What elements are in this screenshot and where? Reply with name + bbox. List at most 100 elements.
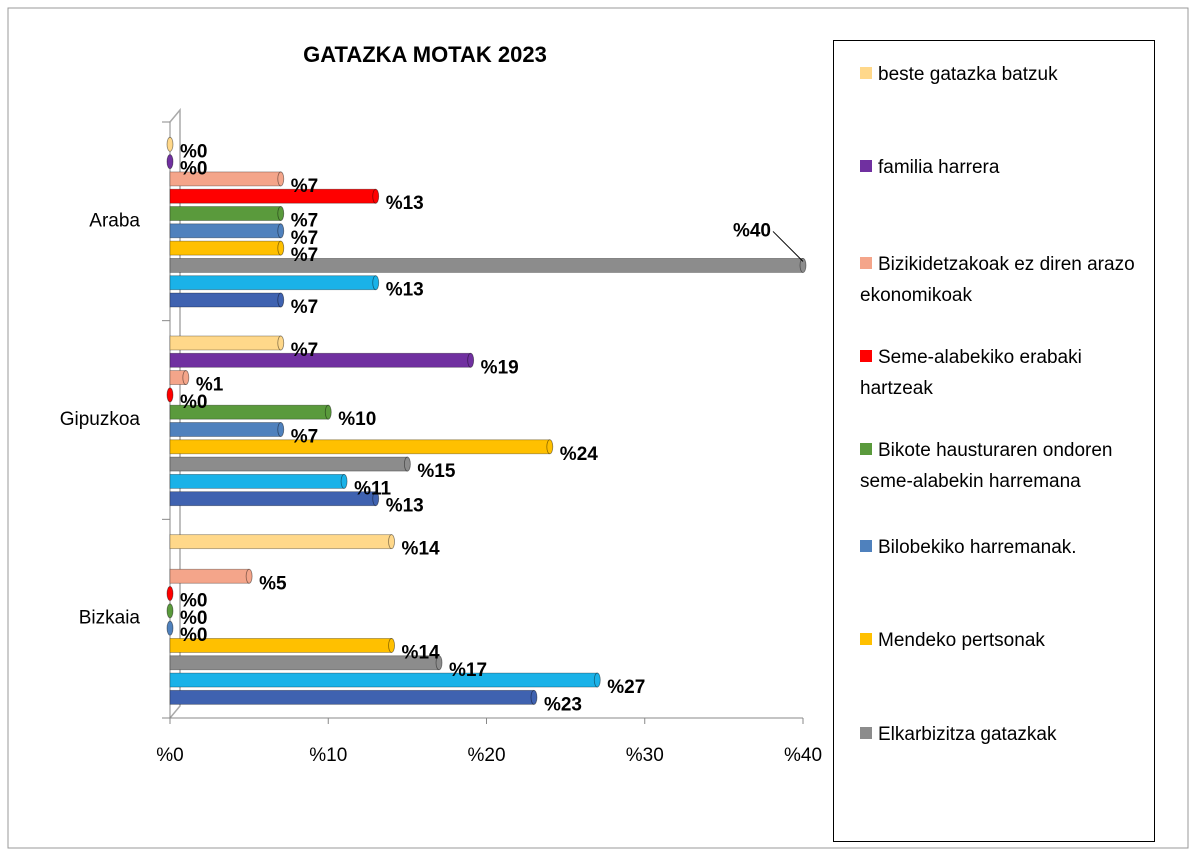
legend-swatch — [860, 67, 872, 79]
bar-cap — [530, 689, 538, 705]
data-label: %7 — [291, 426, 318, 447]
bar — [169, 223, 282, 239]
bar — [169, 491, 377, 507]
bar-cap — [166, 586, 174, 601]
legend-swatch — [860, 727, 872, 739]
legend-label: Bizikidetzakoak ez diren arazo ekonomiko… — [860, 254, 1135, 306]
bar — [169, 439, 551, 455]
y-tick-label: Araba — [89, 210, 140, 231]
bar — [169, 456, 408, 472]
bar-cap — [324, 404, 332, 420]
data-label: %0 — [180, 141, 207, 162]
bar-cap — [340, 473, 348, 489]
bar-cap — [277, 223, 285, 239]
legend-swatch — [860, 257, 872, 269]
bar-cap — [166, 387, 174, 403]
bar — [169, 352, 472, 368]
data-label: %15 — [417, 461, 455, 482]
bar-cap — [799, 258, 807, 273]
data-label: %0 — [180, 392, 207, 413]
bar — [169, 568, 250, 584]
legend-swatch — [860, 540, 872, 552]
x-tick-label: %40 — [784, 745, 822, 766]
legend-item: beste gatazka batzuk — [860, 59, 1145, 90]
chart-title: GATAZKA MOTAK 2023 — [303, 42, 547, 67]
legend-label: familia harrera — [878, 157, 1000, 178]
legend-item: Mendeko pertsonak — [860, 625, 1145, 656]
data-label: %10 — [338, 409, 376, 430]
data-label: %7 — [291, 176, 318, 197]
legend-item: Bizikidetzakoak ez diren arazo ekonomiko… — [860, 249, 1145, 311]
legend-item: Seme-alabekiko erabaki hartzeak — [860, 342, 1145, 404]
bar-cap — [277, 422, 285, 437]
bar-cap — [245, 568, 253, 584]
legend-swatch — [860, 633, 872, 645]
bar-cap — [166, 620, 174, 636]
data-label: %13 — [386, 280, 424, 301]
bar-cap — [388, 638, 395, 653]
bar-cap — [593, 672, 601, 688]
bar-cap — [166, 603, 174, 619]
bar-cap — [277, 335, 285, 351]
legend-swatch — [860, 350, 872, 362]
data-label: %13 — [386, 193, 424, 214]
legend-item: Bilobekiko harremanak. — [860, 532, 1145, 563]
legend-item: familia harrera — [860, 152, 1145, 183]
leader-line — [772, 231, 804, 262]
data-label: %0 — [180, 608, 207, 629]
bar — [169, 258, 804, 273]
data-label: %7 — [291, 228, 318, 249]
data-label: %5 — [259, 573, 287, 594]
data-label: %0 — [180, 625, 207, 646]
bar — [169, 689, 535, 705]
bar-cap — [372, 188, 380, 204]
bar-cap — [546, 439, 554, 455]
bar — [169, 188, 377, 204]
bar-cap — [388, 534, 395, 550]
bar — [169, 534, 392, 550]
bar — [169, 275, 377, 291]
bar-cap — [166, 154, 174, 170]
x-tick-label: %0 — [156, 745, 183, 766]
legend-swatch — [860, 443, 872, 455]
data-label: %7 — [291, 245, 318, 266]
y-tick-label: Bizkaia — [79, 608, 141, 629]
legend: beste gatazka batzuk familia harrera Bizik… — [833, 40, 1155, 842]
bar-cap — [277, 292, 285, 308]
bar — [169, 473, 345, 489]
bar-cap — [277, 171, 285, 187]
legend-label: Bilobekiko harremanak. — [878, 537, 1077, 558]
x-tick-label: %20 — [467, 745, 505, 766]
data-label: %40 — [733, 220, 771, 241]
bar-cap — [277, 240, 285, 256]
data-label: %11 — [354, 478, 391, 499]
bar-cap — [182, 370, 190, 385]
data-label: %7 — [291, 340, 318, 361]
bar — [169, 206, 282, 221]
data-label: %0 — [180, 591, 207, 612]
data-label: %7 — [291, 297, 318, 318]
bar-cap — [467, 352, 475, 368]
legend-label: Mendeko pertsonak — [878, 630, 1045, 651]
bar — [169, 335, 282, 351]
legend-label: Seme-alabekiko erabaki hartzeak — [860, 347, 1082, 399]
bar-cap — [166, 136, 174, 152]
x-tick-label: %10 — [309, 745, 347, 766]
bar-cap — [277, 206, 285, 221]
bar-cap — [435, 655, 443, 671]
legend-item: Elkarbizitza gatazkak — [860, 719, 1145, 750]
y-tick-label: Gipuzkoa — [60, 409, 141, 430]
data-label: %14 — [402, 539, 440, 560]
x-tick-label: %30 — [626, 745, 664, 766]
data-label: %0 — [180, 159, 207, 180]
legend-swatch — [860, 160, 872, 172]
bar-cap — [372, 275, 380, 291]
legend-label: beste gatazka batzuk — [878, 64, 1058, 85]
data-label: %19 — [481, 357, 519, 378]
data-label: %17 — [449, 660, 487, 681]
legend-label: Bikote hausturaren ondoren seme-alabekin… — [860, 440, 1113, 492]
data-label: %27 — [607, 677, 645, 698]
bar-cap — [372, 491, 380, 507]
